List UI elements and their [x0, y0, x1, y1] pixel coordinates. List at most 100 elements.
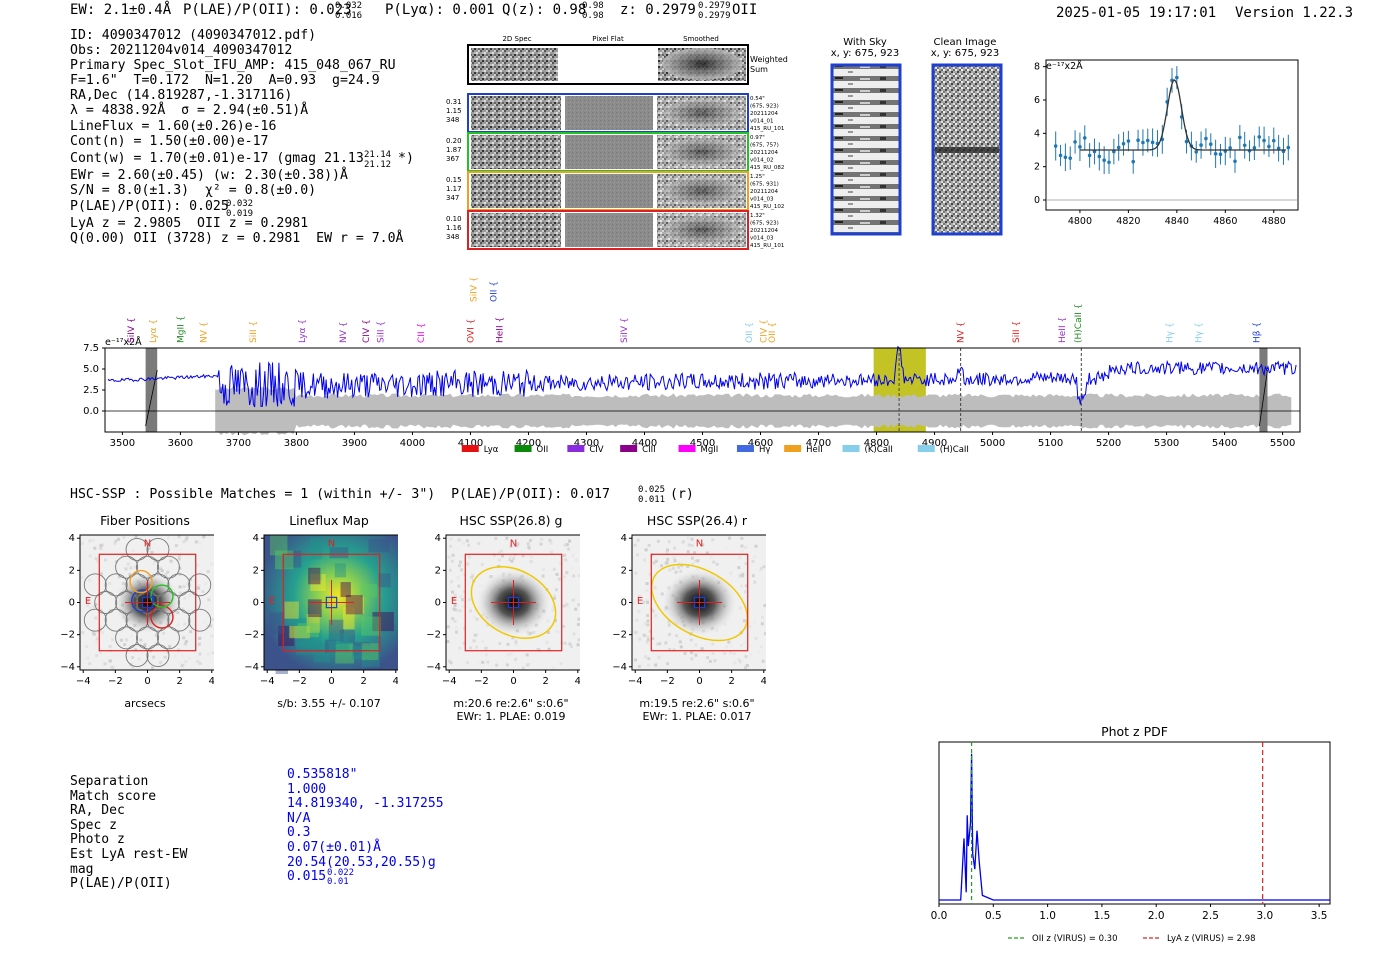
panel-y-tick: −2 [426, 630, 441, 641]
zoom-point [1228, 146, 1232, 150]
fiber-circle [136, 626, 159, 650]
zoom-point [1175, 75, 1179, 80]
search-box [464, 553, 563, 652]
spec2d-row-meta: 415_RU_082 [750, 165, 784, 171]
legend-item: OII [514, 445, 548, 455]
compass-e: E [637, 596, 643, 607]
line-marker-label: HeII { [1058, 317, 1068, 343]
spectrum-x-tick: 4200 [516, 438, 541, 449]
spec2d-row-stat: 348 [446, 116, 459, 124]
compass-e: E [269, 596, 275, 607]
spec2d-row-stat: 1.17 [446, 185, 462, 193]
fiber-circle [83, 573, 107, 597]
legend-item: Lyα [461, 445, 499, 455]
detection-marker [325, 596, 338, 609]
spectrum-x-tick: 4400 [632, 438, 657, 449]
match-value: 1.000 [287, 781, 327, 797]
zoom-point [1131, 159, 1136, 164]
panel-x-tick: −2 [474, 676, 489, 687]
zoom-point [1068, 156, 1073, 160]
panel-y-tick: −2 [60, 630, 75, 641]
fiber-circle [115, 626, 139, 650]
pdf-x-tick: 0.0 [931, 910, 948, 922]
panel-y-tick: 0 [435, 598, 441, 609]
spectrum-y-tick: 0.0 [83, 406, 99, 417]
zoom-point [1194, 150, 1199, 154]
masked-region [1259, 348, 1268, 432]
clean-title: Clean Image x, y: 675, 923 [930, 37, 1000, 59]
line-marker-label: Hβ { [1252, 322, 1262, 343]
spec2d-row-stat: 0.20 [446, 137, 462, 145]
info-radec: RA,Dec (14.819287,-1.317116) [70, 88, 293, 104]
weighted-label: Sum [750, 65, 768, 74]
weighted-label: Weighted [750, 55, 788, 64]
panel-caption: s/b: 3.55 +/- 0.107 [277, 697, 381, 710]
detection-marker [507, 596, 520, 609]
detection-info: ID: 4090347012 (4090347012.pdf) Obs: 202… [70, 28, 414, 246]
fiber-circle [188, 573, 212, 597]
pdf-title: Phot z PDF [1101, 724, 1168, 739]
panel-caption: EWr: 1. PLAE: 0.017 [642, 710, 752, 723]
line-marker-label: SiII { [377, 321, 387, 343]
zoom-point [1073, 140, 1077, 144]
panel-y-tick: 0 [621, 598, 627, 609]
spec2d-col-label: Pixel Flat [592, 35, 624, 43]
header-z: z: 0.2979 0.2979 0.2979 OII [620, 1, 758, 21]
svg-text:OII z (VIRUS) = 0.30: OII z (VIRUS) = 0.30 [1032, 934, 1118, 944]
info-sn: S/N = 8.0(±1.3) χ² = 0.8(±0.0) [70, 182, 317, 198]
zoom-point [1058, 153, 1063, 158]
spec2d-row-meta: 0.54" [750, 96, 765, 102]
pdf-x-tick: 3.0 [1256, 910, 1273, 922]
legend-item: CIII [620, 445, 656, 455]
panel-x-tick: −2 [108, 676, 123, 687]
zoom-point [1126, 139, 1131, 143]
zoom-point [1087, 153, 1092, 158]
hsc-summary: HSC-SSP : Possible Matches = 1 (within +… [70, 485, 694, 505]
panel-y-tick: 4 [253, 533, 259, 544]
zoom-point [1204, 136, 1208, 141]
match-value: 20.54(20.53,20.55)g [287, 854, 436, 870]
panel-caption: m:20.6 re:2.6" s:0.6" [453, 697, 569, 710]
spectrum-x-tick: 3900 [342, 438, 367, 449]
line-marker-label: (H)CaII { [1074, 304, 1084, 344]
pdf-legend-item: LyA z (VIRUS) = 2.98 [1143, 934, 1256, 944]
line-marker-label: OII { [745, 322, 755, 343]
match-label: P(LAE)/P(OII) [70, 876, 172, 892]
legend-item: Hγ [736, 445, 770, 455]
zoom-point [1145, 138, 1150, 143]
zoom-y-tick: 4 [1034, 128, 1040, 139]
spec2d-row-meta: 415_RU_102 [750, 204, 784, 210]
info-plae: P(LAE)/P(OII): 0.025 0.032 0.019 [70, 198, 254, 219]
zoom-point [1199, 143, 1203, 147]
info-id: ID: 4090347012 (4090347012.pdf) [70, 28, 317, 43]
spec2d-col-label: 2D Spec [502, 35, 531, 43]
fiber-circle-selected [130, 589, 155, 613]
spec2d-row-meta: 415_RU_101 [750, 243, 784, 249]
zoom-point [1078, 145, 1082, 149]
match-label: mag [70, 861, 94, 877]
legend-item: HeII [784, 445, 823, 455]
aperture-ellipse [470, 566, 557, 639]
zoom-point [1262, 138, 1266, 143]
image-panel: N E −4−4 −2 −2 0 0 2 2 4 4 [60, 533, 214, 687]
fiber-circle [146, 538, 170, 561]
line-marker-label: Hγ { [1165, 322, 1175, 343]
zoom-point [1271, 138, 1276, 143]
match-value: 0.535818" [287, 767, 358, 782]
panel-y-tick: −4 [612, 662, 627, 673]
spec2d-row-meta: v014_02 [750, 158, 774, 164]
panel-title: Fiber Positions [100, 513, 190, 528]
spectrum-x-tick: 3800 [284, 438, 309, 449]
pdf-x-tick: 2.5 [1202, 910, 1219, 922]
spectrum-y-tick: 5.0 [83, 364, 99, 375]
pdf-curve [939, 753, 1330, 901]
panel-caption: m:19.5 re:2.6" s:0.6" [639, 697, 755, 710]
line-marker-label: SiIV { [469, 278, 479, 302]
spectrum-x-tick: 3700 [226, 438, 251, 449]
zoom-point [1242, 143, 1247, 148]
zoom-x-tick: 4840 [1165, 216, 1189, 227]
match-value: 0.07(±0.01)Å [287, 839, 381, 855]
spec2d-row-meta: 1.25" [750, 174, 765, 180]
zoom-y-tick: 6 [1034, 95, 1040, 106]
